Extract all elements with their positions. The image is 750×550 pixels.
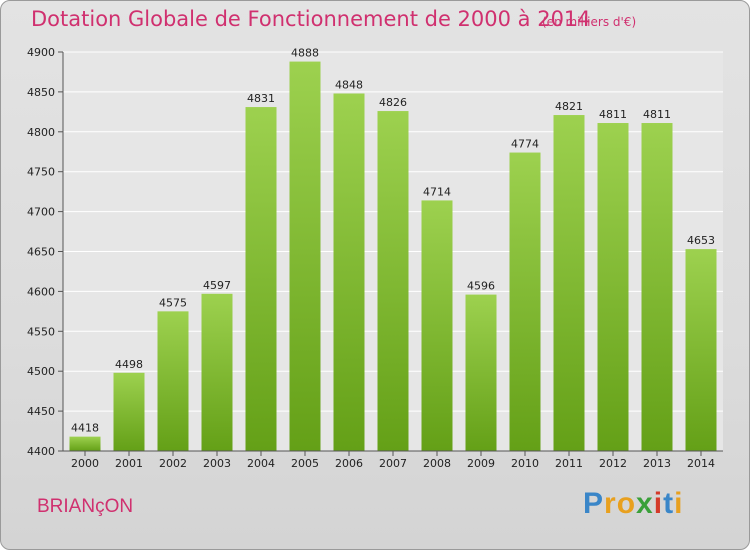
logo-letter: P [583, 487, 605, 520]
logo-letter: i [653, 487, 664, 520]
x-tick-label-2007: 2007 [379, 457, 407, 470]
bar-2002 [157, 311, 189, 451]
x-tick-label-2009: 2009 [467, 457, 495, 470]
y-tick-label: 4400 [27, 445, 55, 458]
value-label-2009: 4596 [467, 280, 495, 293]
y-tick-label: 4750 [27, 166, 55, 179]
y-tick-label: 4700 [27, 206, 55, 219]
x-tick-label-2001: 2001 [115, 457, 143, 470]
value-label-2004: 4831 [247, 92, 275, 105]
x-tick-label-2012: 2012 [599, 457, 627, 470]
bar-2007 [377, 111, 409, 451]
y-tick-label: 4850 [27, 86, 55, 99]
y-tick-label: 4900 [27, 46, 55, 59]
logo-letter: t [663, 487, 675, 520]
value-label-2002: 4575 [159, 296, 187, 309]
bar-2012 [597, 123, 629, 451]
commune-name: BRIANçON [37, 496, 134, 517]
chart-title: Dotation Globale de Fonctionnement de 20… [31, 7, 591, 31]
logo-letter: o [616, 487, 637, 520]
bar-2008 [421, 200, 453, 451]
value-label-2013: 4811 [643, 108, 671, 121]
x-tick-label-2002: 2002 [159, 457, 187, 470]
value-label-2000: 4418 [71, 422, 99, 435]
y-axis: 4400 4450 4500 4550 4600 4650 4700 4750 4800 4850… [27, 46, 64, 458]
bar-2014 [685, 249, 717, 451]
x-tick-label-2010: 2010 [511, 457, 539, 470]
proxiti-logo[interactable]: Proxiti [583, 487, 683, 521]
bar-2004 [245, 107, 277, 451]
value-label-2007: 4826 [379, 96, 407, 109]
y-tick-label: 4550 [27, 325, 55, 338]
x-tick-label-2006: 2006 [335, 457, 363, 470]
x-tick-label-2005: 2005 [291, 457, 319, 470]
y-tick-label: 4800 [27, 126, 55, 139]
y-tick-label: 4450 [27, 405, 55, 418]
x-tick-label-2013: 2013 [643, 457, 671, 470]
logo-letter: x [636, 487, 654, 520]
x-tick-label-2011: 2011 [555, 457, 583, 470]
value-label-2003: 4597 [203, 279, 231, 292]
x-tick-label-2014: 2014 [687, 457, 715, 470]
chart-subtitle: (en milliers d'€) [542, 15, 637, 29]
value-label-2005: 4888 [291, 47, 319, 60]
bar-2003 [201, 293, 233, 451]
x-tick-label-2008: 2008 [423, 457, 451, 470]
x-tick-label-2003: 2003 [203, 457, 231, 470]
value-label-2006: 4848 [335, 78, 363, 91]
x-tick-label-2004: 2004 [247, 457, 275, 470]
value-label-2001: 4498 [115, 358, 143, 371]
value-label-2011: 4821 [555, 100, 583, 113]
x-axis: 2000 2001 2002 2003 2004 2005 2006 2007 2008 2009… [63, 450, 723, 470]
x-tick-label-2000: 2000 [71, 457, 99, 470]
y-tick-label: 4600 [27, 285, 55, 298]
value-label-2010: 4774 [511, 138, 539, 151]
bar-2000 [69, 436, 101, 451]
value-label-2012: 4811 [599, 108, 627, 121]
value-label-2008: 4714 [423, 185, 451, 198]
bar-2013 [641, 123, 673, 451]
logo-letter: i [674, 487, 684, 520]
value-label-2014: 4653 [687, 234, 715, 247]
logo-letter: r [604, 487, 617, 520]
bar-2009 [465, 294, 497, 451]
bars: 4418 4498 4575 4597 4831 4888 4848 4826 4714 4596… [69, 47, 717, 452]
y-tick-label: 4500 [27, 365, 55, 378]
bar-2005 [289, 61, 321, 452]
y-tick-label: 4650 [27, 246, 55, 259]
bar-2011 [553, 115, 585, 452]
bar-2006 [333, 93, 365, 451]
bar-2010 [509, 152, 541, 451]
bar-2001 [113, 372, 145, 451]
